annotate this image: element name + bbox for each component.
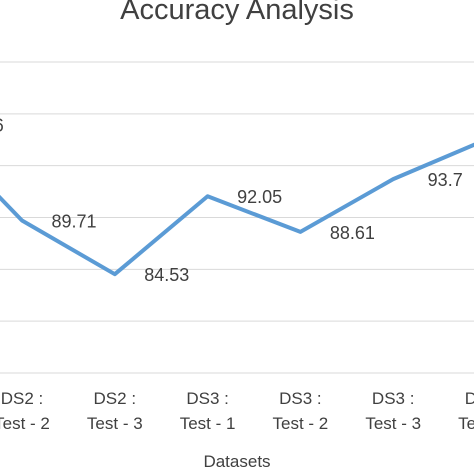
x-tick-label: DS3 : Test - 2 [272,389,329,433]
data-label: 84.53 [144,265,189,285]
data-label: 98.96 [0,116,4,136]
x-tick-label: DS4 : Test - 1 [458,389,474,433]
x-tick-label: DS3 : Test - 3 [365,389,422,433]
data-label: 88.61 [330,223,375,243]
data-label: 92.05 [237,187,282,207]
x-tick-label: DS3 : Test - 1 [179,389,236,433]
data-line [0,142,474,277]
x-tick-label: DS2 : Test - 3 [86,389,143,433]
data-label: 93.7 [428,170,463,190]
data-label: 89.71 [51,212,96,232]
chart-title: Accuracy Analysis [120,0,354,26]
x-axis-title: Datasets [203,452,271,471]
x-tick-label: DS2 : Test - 2 [0,389,50,433]
